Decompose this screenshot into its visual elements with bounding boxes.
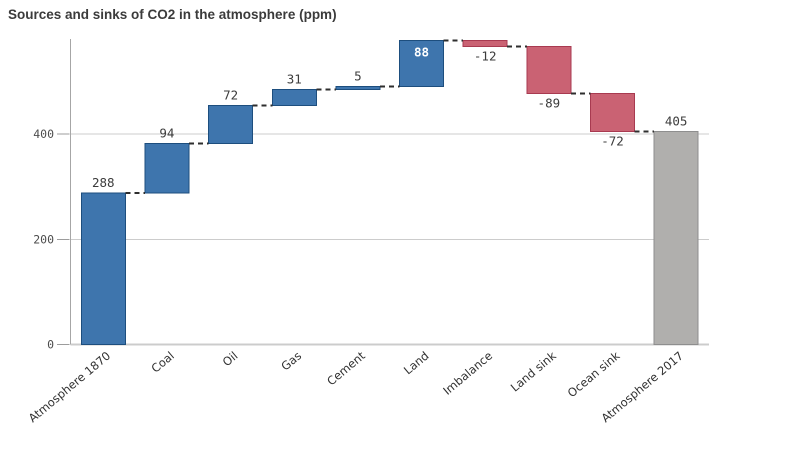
- bar-coal[interactable]: [144, 142, 190, 194]
- chart-title: Sources and sinks of CO2 in the atmosphe…: [8, 7, 337, 22]
- value-label-ocean-sink: -72: [601, 133, 624, 148]
- value-label-land: 88: [414, 44, 429, 59]
- bar-cement[interactable]: [335, 86, 381, 90]
- bar-land[interactable]: [399, 39, 445, 88]
- x-label-land-sink: Land sink: [508, 348, 559, 394]
- x-label-imbalance: Imbalance: [440, 349, 495, 398]
- value-label-atmosphere-2017: 405: [665, 113, 688, 128]
- x-label-cement: Cement: [324, 348, 368, 388]
- x-label-oil: Oil: [220, 349, 241, 370]
- x-label-coal: Coal: [148, 349, 176, 376]
- x-label-ocean-sink: Ocean sink: [565, 348, 623, 400]
- bar-atmosphere-1870[interactable]: [80, 192, 126, 345]
- bar-land-sink[interactable]: [526, 46, 572, 94]
- value-label-gas: 31: [287, 71, 302, 86]
- value-label-atmosphere-1870: 288: [92, 175, 115, 190]
- value-label-cement: 5: [354, 69, 362, 84]
- y-tick-label-0: 0: [47, 338, 54, 352]
- bar-imbalance[interactable]: [462, 39, 508, 48]
- bar-gas[interactable]: [271, 88, 317, 107]
- bar-ocean-sink[interactable]: [590, 92, 635, 132]
- value-label-land-sink: -89: [538, 95, 561, 110]
- y-tick-label-400: 400: [33, 127, 54, 141]
- x-label-gas: Gas: [278, 349, 304, 374]
- x-label-land: Land: [401, 349, 431, 378]
- value-label-oil: 72: [223, 88, 238, 103]
- x-label-atmosphere-1870: Atmosphere 1870: [26, 349, 114, 426]
- value-label-imbalance: -12: [474, 49, 497, 64]
- bar-atmosphere-2017[interactable]: [653, 130, 699, 345]
- y-tick-label-200: 200: [33, 232, 54, 246]
- value-label-coal: 94: [159, 125, 174, 140]
- bar-oil[interactable]: [208, 105, 254, 144]
